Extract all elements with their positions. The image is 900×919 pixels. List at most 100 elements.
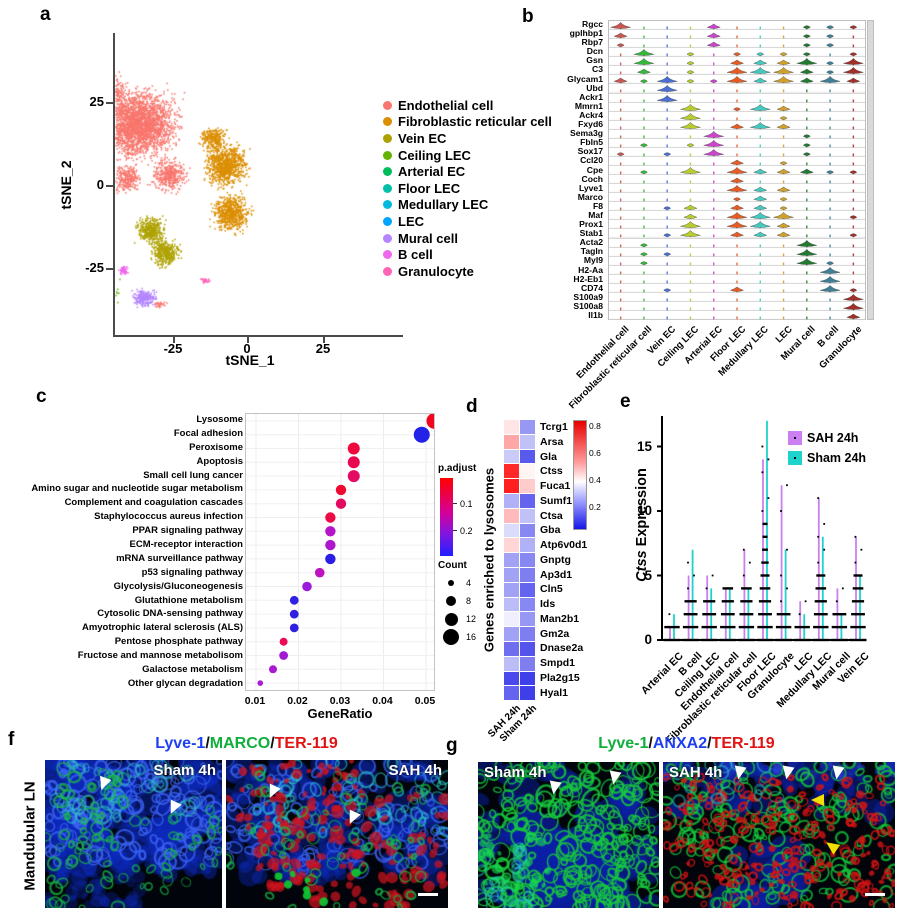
count-value: 12 bbox=[466, 614, 477, 624]
legend-dot bbox=[383, 167, 392, 177]
panel-c-dotplot bbox=[245, 412, 443, 691]
y-tick-label: 0 bbox=[96, 177, 104, 192]
panel-b-facet-strip bbox=[867, 20, 874, 320]
heatmap-gene-label: Ids bbox=[540, 598, 556, 610]
micrograph-anxa2-sham-4h: Sham 4h bbox=[478, 762, 659, 908]
pathway-label: Complement and coagulation cascades bbox=[64, 497, 243, 509]
heatmap-cell bbox=[520, 686, 535, 701]
gene-label: Acta2 bbox=[579, 237, 603, 248]
pathway-label: Fructose and mannose metabolisom bbox=[77, 650, 243, 662]
panel-a-y-axis-label: tSNE_2 bbox=[58, 160, 74, 210]
heatmap-cell bbox=[520, 493, 535, 508]
y-tick-label: -25 bbox=[85, 260, 104, 275]
heatmap-cell bbox=[504, 627, 519, 641]
heatmap-gene-label: Ctss bbox=[540, 465, 563, 478]
colorbar-tick: 0.8 bbox=[589, 421, 601, 431]
violin-row bbox=[609, 311, 865, 320]
violin-row bbox=[609, 211, 865, 221]
micrograph-canvas bbox=[226, 760, 448, 908]
micrograph-anxa2-sah-4h: SAH 4h bbox=[663, 762, 895, 908]
title-part: / bbox=[270, 735, 275, 752]
colorbar-tick: 0.6 bbox=[589, 448, 601, 458]
white-arrowhead bbox=[547, 780, 562, 796]
title-part: ANXA2 bbox=[652, 735, 708, 752]
count-value: 16 bbox=[466, 632, 477, 642]
heatmap-gene-label: Fuca1 bbox=[540, 480, 571, 492]
heatmap-cell bbox=[504, 612, 519, 627]
heatmap-gene-label: Gla bbox=[540, 450, 557, 463]
panel-g-title: Lyve-1/ANXA2/TER-119 bbox=[478, 735, 895, 753]
panel-e-label: e bbox=[620, 391, 631, 412]
legend-dot bbox=[383, 200, 392, 210]
legend-item: Arterial EC bbox=[383, 163, 552, 180]
panel-c-pathway-labels: Lysosome Focal adhesion Peroxisome Apoptosi… bbox=[25, 413, 243, 691]
legend-label: Sham 24h bbox=[807, 451, 867, 465]
title-part: TER-119 bbox=[711, 735, 775, 752]
legend-dot bbox=[383, 216, 392, 226]
pathway-label: PPAR signaling pathway bbox=[132, 525, 243, 537]
lysosome-heatmap bbox=[504, 420, 535, 701]
heatmap-gene-label: Ap3d1 bbox=[540, 568, 573, 581]
legend-swatch bbox=[788, 451, 802, 465]
count-dot bbox=[443, 629, 459, 645]
micrograph-mandibular-sah-4h: SAH 4h bbox=[226, 760, 448, 908]
p-adjust-tick: 0.1 bbox=[460, 499, 473, 509]
legend-dot bbox=[383, 133, 392, 143]
gene-label: Tagln bbox=[580, 246, 603, 257]
panel-f-row-label: Mandubular LN bbox=[21, 781, 39, 891]
panel-a-y-axis bbox=[113, 33, 115, 337]
ctss-expression-plot bbox=[657, 416, 867, 642]
legend-label: Floor LEC bbox=[398, 180, 461, 196]
pathway-label: ECM-receptor interaction bbox=[129, 539, 244, 551]
pathway-label: Galactose metabolism bbox=[142, 664, 243, 676]
title-part: / bbox=[648, 735, 653, 752]
white-arrowhead bbox=[607, 770, 622, 786]
micrograph-mandibular-sham-4h: Sham 4h bbox=[45, 760, 222, 908]
count-dot bbox=[448, 580, 454, 586]
panel-a-x-axis-label: tSNE_1 bbox=[225, 352, 275, 368]
heatmap-cell bbox=[504, 671, 519, 686]
colorbar-tick: 0.2 bbox=[589, 502, 601, 512]
heatmap-cell bbox=[504, 597, 519, 612]
gene-label: S100a9 bbox=[573, 291, 603, 302]
panel-a-label: a bbox=[40, 4, 51, 25]
gene-label: Mmrn1 bbox=[574, 100, 603, 111]
gene-label: Fbln5 bbox=[580, 137, 603, 148]
legend-label: SAH 24h bbox=[807, 431, 859, 445]
panel-e-y-tick: 0 bbox=[644, 632, 652, 647]
x-tick-mark bbox=[323, 337, 325, 343]
violin-row bbox=[609, 75, 865, 85]
heatmap-cell bbox=[520, 523, 535, 538]
gene-label: Glycam1 bbox=[567, 73, 603, 84]
gene-label: Sox17 bbox=[577, 146, 603, 157]
panel-c-label: c bbox=[36, 386, 47, 407]
heatmap-cell bbox=[504, 464, 519, 479]
white-arrowhead bbox=[830, 765, 845, 781]
gene-label: Coch bbox=[581, 173, 603, 184]
legend-dot bbox=[383, 250, 392, 260]
legend-dot bbox=[383, 150, 392, 160]
legend-item: Medullary LEC bbox=[383, 197, 552, 214]
heatmap-cell bbox=[520, 641, 535, 656]
p-adjust-tick-mark bbox=[453, 503, 457, 504]
title-part: MARCO bbox=[209, 735, 271, 752]
panel-e-legend-item: SAH 24h bbox=[788, 428, 866, 448]
heatmap-gene-label: Gba bbox=[540, 524, 561, 537]
heatmap-cell bbox=[520, 612, 535, 627]
violin-row bbox=[609, 175, 865, 185]
y-tick-label: 25 bbox=[89, 94, 104, 109]
gene-label: Ccl20 bbox=[580, 155, 603, 166]
legend-label: Mural cell bbox=[398, 230, 458, 246]
legend-item: Fibroblastic reticular cell bbox=[383, 114, 552, 131]
micrograph-condition-label: SAH 4h bbox=[388, 762, 442, 779]
p-adjust-tick-mark bbox=[453, 530, 457, 531]
white-arrowhead bbox=[780, 765, 795, 781]
panel-d-y-axis-label: Genes enriched to lysosomes bbox=[481, 467, 497, 653]
heatmap-cell bbox=[504, 449, 519, 464]
pathway-label: Other glycan degradation bbox=[127, 677, 243, 689]
heatmap-cell bbox=[504, 686, 519, 701]
panel-c-x-tick: 0.05 bbox=[414, 695, 436, 707]
violin-row bbox=[609, 292, 865, 302]
tsne-scatter-canvas bbox=[115, 33, 377, 335]
heatmap-cell bbox=[520, 464, 535, 479]
